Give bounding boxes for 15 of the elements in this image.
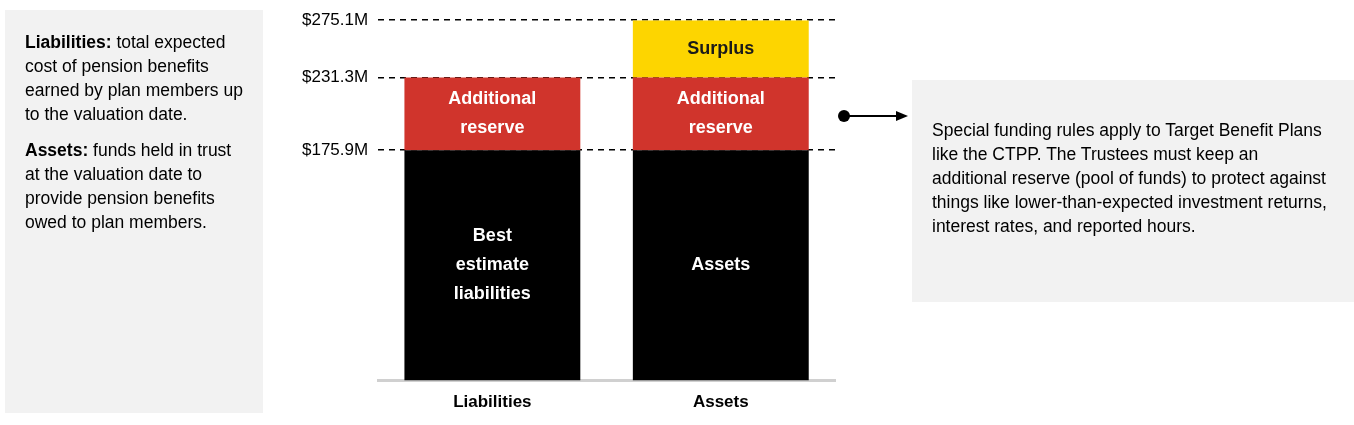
text: Liabilities: total expected cost of pension benefits earned by plan members up to the valuation date. [25, 31, 243, 126]
y-tick-label: $231.3M [301, 67, 369, 87]
data-label: Surplus [687, 37, 755, 58]
data-label: Additional reserve [676, 88, 765, 138]
data-label: Assets [691, 254, 751, 275]
y-tick-label: $175.9M [301, 139, 369, 159]
text: Assets: funds held in trust at the valuation date to provide pension benefits owed to plan members. [25, 139, 233, 234]
data-label: Best estimate liabilities [453, 225, 531, 304]
x-tick-label: Liabilities [453, 392, 532, 412]
y-tick-label: $275.1M [301, 9, 369, 29]
data-label: Additional reserve [448, 88, 537, 138]
text: Special funding rules apply to Target Benefit Plans like the CTPP. The Trustees must keep an additional reserve (pool of funds) to protect against things like lower-than-expected investment returns, interest rates, and reported hours. [932, 118, 1328, 238]
bar [632, 77, 809, 151]
bar [632, 20, 809, 78]
bar [404, 77, 581, 151]
